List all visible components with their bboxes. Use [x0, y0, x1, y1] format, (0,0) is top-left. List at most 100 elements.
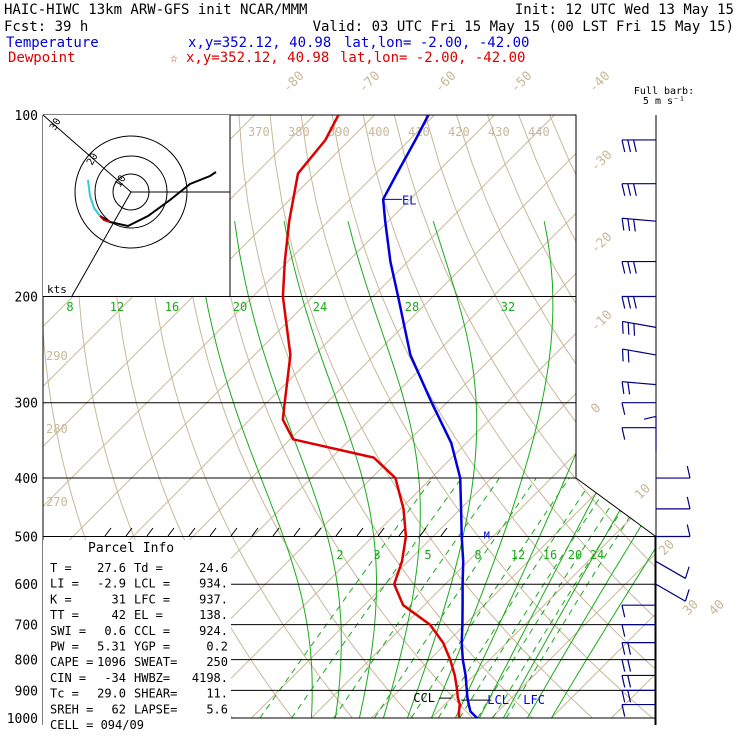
wind-barb	[621, 658, 656, 672]
pressure-tick-label: 700	[15, 619, 38, 634]
moist-adiabat-line	[406, 221, 478, 719]
parcel-param-value: -2.9	[97, 577, 126, 591]
isotherm-label: -50	[508, 69, 535, 96]
dry-adiabat-line	[238, 115, 533, 719]
level-tick-mark	[104, 527, 112, 537]
wind-barb-flag	[621, 261, 626, 274]
wind-barb-flag	[627, 675, 632, 688]
hodograph-ring-label: 10	[113, 174, 129, 190]
plot-frame-right	[43, 114, 656, 725]
level-tick-mark	[167, 527, 175, 537]
wind-barb-flag	[643, 415, 657, 420]
barb-scale-unit: 5 m s⁻¹	[643, 96, 685, 107]
parcel-param-name: YGP =	[134, 640, 170, 654]
wind-barb-flag	[627, 139, 632, 153]
parcel-param-value: 29.0	[97, 687, 126, 701]
isotherm-line	[43, 115, 435, 719]
theta-label: 390	[328, 125, 350, 139]
dry-adiabat-line	[176, 115, 413, 719]
dry-adiabat-line	[580, 115, 655, 719]
parcel-param-name: LFC =	[134, 592, 170, 606]
wind-barb	[621, 604, 656, 618]
header-forecast-hour: Fcst: 39 h	[4, 19, 88, 35]
ccl-label: CCL	[413, 691, 435, 705]
parcel-param-name: SHEAR=	[134, 687, 177, 701]
level-tick-mark	[272, 527, 280, 537]
wind-barb-flag	[627, 261, 632, 274]
level-tick-mark	[377, 527, 385, 537]
theta-label: 430	[488, 125, 510, 139]
dry-adiabat-line	[331, 115, 655, 719]
wind-barb-flag	[621, 624, 626, 637]
wind-barb	[621, 674, 656, 688]
wind-barb-flag	[632, 183, 637, 196]
parcel-info-title: Parcel Info	[88, 541, 174, 556]
parcel-param-name: CCL =	[134, 624, 170, 638]
wind-barb-staff	[622, 320, 657, 328]
mixing-ratio-label: 8	[474, 548, 481, 562]
wind-barb-flag	[686, 496, 691, 510]
hodograph: 10 20 30 kts	[42, 114, 231, 297]
theta-label: 400	[368, 125, 390, 139]
dewpoint-legend-latlon: lat,lon= -2.00, -42.00	[340, 50, 525, 66]
wind-barb	[621, 348, 657, 363]
lcl-label: LCL	[487, 693, 509, 707]
header-init-time: Init: 12 UTC Wed 13 May 15	[515, 2, 734, 18]
moist-adiabat-line	[550, 220, 655, 719]
level-tick-mark	[356, 527, 364, 537]
wind-barb-flag	[621, 183, 626, 196]
wind-barb-flag	[627, 690, 632, 703]
isotherm-line	[611, 115, 655, 719]
wind-barb-flag	[621, 659, 626, 672]
hodograph-trace-mid	[99, 215, 111, 223]
wind-barb-flag	[627, 296, 632, 309]
wind-barb-flag	[627, 382, 631, 395]
mixing-ratio-label: 8	[66, 300, 73, 314]
dewpoint-profile-line	[281, 114, 462, 718]
dry-adiabat-line	[642, 115, 655, 719]
wind-barb-flag	[621, 402, 626, 415]
wind-barb-flag	[633, 323, 636, 336]
parcel-param-name: SREH =	[50, 702, 93, 716]
wind-barbs	[621, 115, 691, 725]
wind-barb-flag	[621, 349, 624, 362]
dry-adiabat-line	[300, 115, 653, 719]
parcel-param-value: 924.	[199, 624, 228, 638]
isotherm-line	[251, 115, 655, 719]
moist-adiabat-line	[283, 221, 377, 719]
mixing-ratio-label: 3	[373, 548, 380, 562]
isotherm-label: -30	[588, 148, 615, 175]
dry-adiabat-line	[611, 115, 655, 719]
parcel-param-value: 27.6	[97, 561, 126, 575]
wind-barb-flag	[621, 642, 626, 655]
pressure-tick-label: 100	[15, 109, 38, 124]
level-tick-mark	[440, 527, 448, 537]
wind-barb-flag	[627, 350, 630, 363]
isotherm-line	[43, 115, 495, 719]
level-tick-mark	[398, 527, 406, 537]
theta-label: 270	[46, 495, 68, 509]
mixing-ratio-label: 5	[424, 548, 431, 562]
isotherm-label: 20	[656, 537, 678, 559]
moist-adiabat-line	[526, 220, 655, 719]
wind-barb	[621, 260, 656, 274]
parcel-param-value: 0.2	[206, 640, 228, 654]
wind-barb-flag	[621, 139, 626, 153]
wind-barb-flag	[621, 690, 626, 703]
mixing-ratio-label: 24	[313, 300, 327, 314]
dry-adiabat-line	[269, 115, 593, 719]
wind-barb-flag	[633, 219, 636, 232]
theta-label: 280	[46, 422, 68, 436]
pressure-tick-label: 400	[15, 472, 38, 487]
wind-barb	[621, 703, 656, 717]
isotherm-label: -10	[588, 308, 615, 335]
wind-barb-flag	[686, 524, 691, 537]
hodograph-background	[43, 115, 230, 296]
wind-barb-staff	[622, 348, 657, 356]
mixing-ratio-line	[505, 477, 655, 719]
mixing-ratio-label: 16	[165, 300, 179, 314]
header-run-title: HAIC-HIWC 13km ARW-GFS init NCAR/MMM	[4, 2, 307, 18]
moist-adiabat-line	[502, 220, 655, 719]
wind-barb-flag	[627, 642, 632, 655]
